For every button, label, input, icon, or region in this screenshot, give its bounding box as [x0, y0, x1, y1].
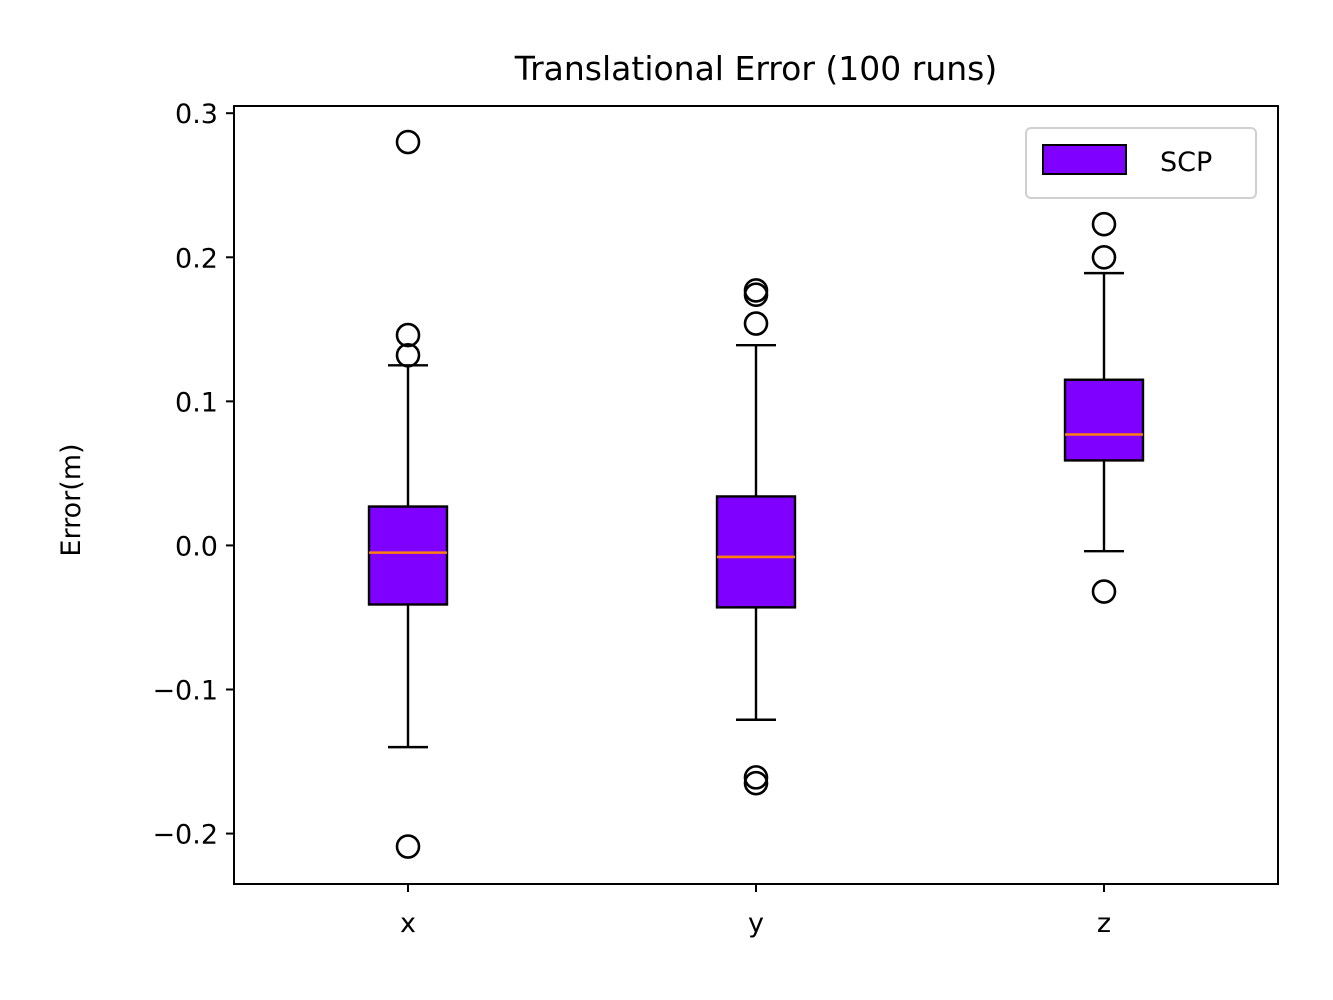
outlier-point — [395, 834, 421, 859]
axes-ticks: x y z −0.2 −0.1 0.0 0.1 0.2 0.3 — [152, 99, 1111, 939]
outlier-point — [395, 129, 421, 155]
y-tick-label: −0.1 — [152, 676, 218, 707]
box-z — [1063, 211, 1145, 604]
y-tick-label: 0.2 — [175, 243, 218, 274]
chart-title: Translational Error (100 runs) — [514, 49, 997, 88]
outlier-point — [743, 282, 769, 308]
box-iqr — [1063, 378, 1145, 462]
outlier-point — [395, 322, 421, 348]
box-x — [367, 129, 449, 859]
outlier-point — [1091, 244, 1117, 270]
y-tick-label: 0.0 — [175, 531, 218, 562]
box-y — [715, 278, 797, 796]
box-iqr — [367, 505, 449, 606]
outlier-point — [743, 765, 769, 790]
legend-swatch — [1042, 144, 1127, 175]
outlier-point — [743, 311, 769, 336]
outlier-point — [1091, 211, 1117, 237]
x-tick-label: x — [400, 908, 416, 939]
outlier-point — [395, 342, 421, 368]
legend: SCP — [1025, 127, 1257, 199]
plot-area — [367, 129, 1145, 859]
y-axis-label: Error(m) — [56, 443, 87, 556]
box-iqr — [715, 495, 797, 609]
y-tick-label: 0.3 — [175, 99, 218, 130]
y-tick-label: −0.2 — [152, 820, 218, 851]
outlier-point — [1091, 579, 1117, 604]
legend-label: SCP — [1160, 147, 1212, 178]
outlier-point — [743, 770, 769, 796]
x-tick-label: z — [1097, 908, 1111, 939]
x-tick-label: y — [748, 908, 764, 939]
y-tick-label: 0.1 — [175, 387, 218, 418]
